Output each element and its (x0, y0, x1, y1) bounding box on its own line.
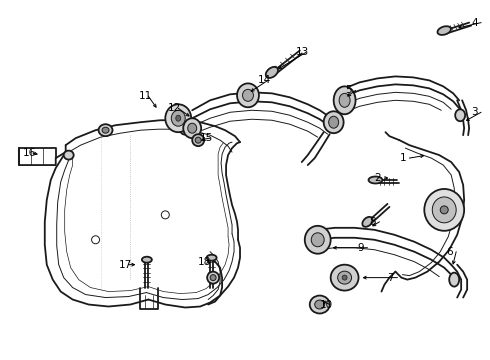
Text: 10: 10 (319, 300, 333, 310)
Ellipse shape (180, 126, 190, 135)
Ellipse shape (310, 296, 330, 314)
Ellipse shape (331, 265, 359, 291)
Text: 14: 14 (258, 75, 271, 85)
Ellipse shape (102, 127, 109, 133)
Text: 4: 4 (471, 18, 478, 28)
Ellipse shape (64, 150, 74, 159)
Text: 11: 11 (138, 91, 152, 101)
Text: 17: 17 (119, 260, 132, 270)
Ellipse shape (165, 104, 191, 132)
Ellipse shape (339, 93, 350, 107)
Text: 9: 9 (358, 243, 364, 253)
Ellipse shape (188, 123, 196, 133)
Text: 5: 5 (345, 85, 352, 95)
Ellipse shape (334, 86, 356, 114)
Text: 3: 3 (471, 107, 478, 117)
Text: 16: 16 (23, 148, 36, 158)
Ellipse shape (438, 26, 451, 35)
Ellipse shape (311, 233, 324, 247)
Ellipse shape (315, 300, 325, 309)
Ellipse shape (440, 206, 448, 214)
Ellipse shape (342, 275, 347, 280)
Ellipse shape (305, 226, 331, 254)
Ellipse shape (195, 137, 201, 143)
Text: 18: 18 (198, 257, 211, 267)
Ellipse shape (183, 118, 201, 138)
Ellipse shape (243, 89, 253, 101)
Ellipse shape (368, 176, 383, 184)
Text: 8: 8 (369, 217, 376, 227)
Ellipse shape (207, 272, 219, 284)
Ellipse shape (362, 217, 373, 227)
Text: 7: 7 (388, 273, 394, 283)
Text: 2: 2 (374, 173, 381, 183)
Ellipse shape (324, 111, 343, 133)
Ellipse shape (449, 273, 459, 287)
Text: 13: 13 (296, 48, 309, 58)
Ellipse shape (192, 134, 204, 146)
Ellipse shape (176, 115, 181, 121)
Text: 6: 6 (446, 247, 453, 257)
Ellipse shape (210, 275, 216, 280)
Text: 12: 12 (168, 103, 182, 113)
Ellipse shape (424, 189, 464, 231)
Ellipse shape (172, 110, 185, 126)
Text: 15: 15 (200, 133, 214, 143)
Ellipse shape (207, 255, 217, 261)
Text: 1: 1 (399, 153, 406, 163)
Ellipse shape (266, 67, 278, 78)
Ellipse shape (98, 124, 113, 136)
Ellipse shape (455, 109, 465, 121)
Ellipse shape (329, 116, 339, 128)
Ellipse shape (338, 271, 352, 284)
Ellipse shape (183, 128, 188, 132)
Ellipse shape (432, 197, 456, 223)
Ellipse shape (237, 84, 259, 107)
Ellipse shape (142, 257, 152, 263)
